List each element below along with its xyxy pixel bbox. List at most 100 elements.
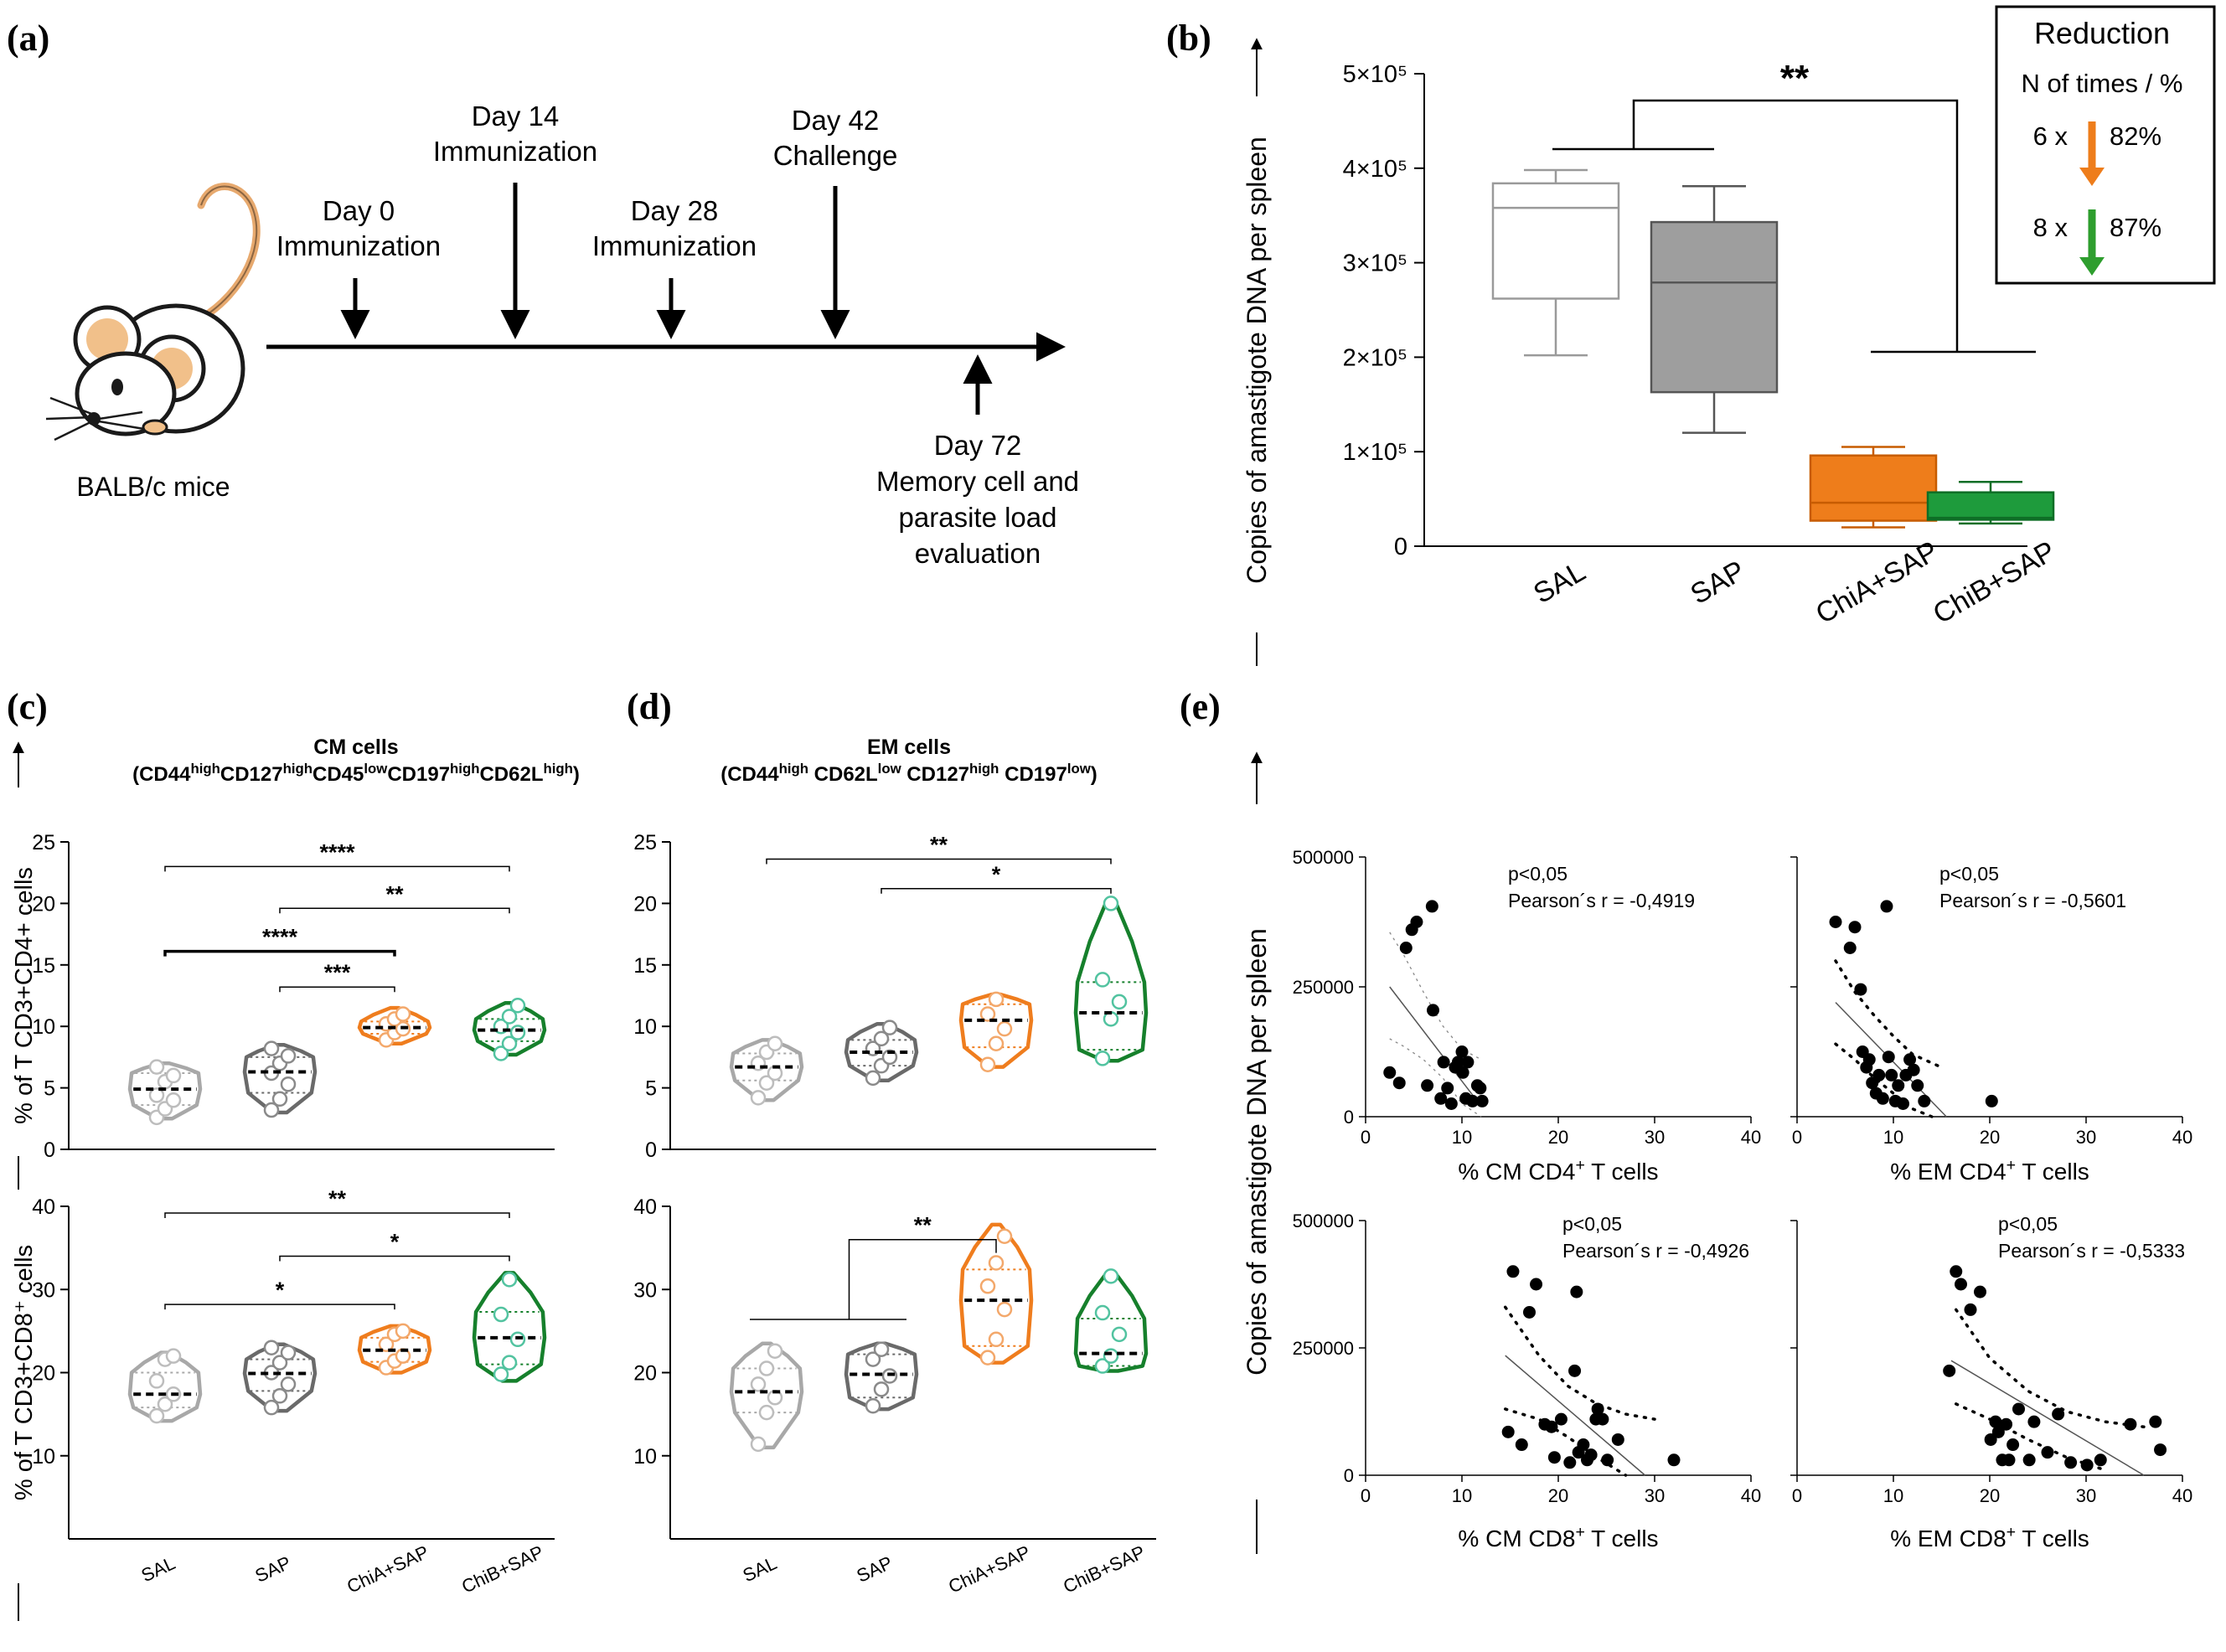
d-y-tick-label: 20	[633, 1362, 657, 1386]
superscript: high	[969, 761, 999, 777]
b-box-sal: SAL	[1491, 168, 1620, 610]
text-part: % EM CD4	[1890, 1159, 2006, 1185]
c-point	[271, 1355, 288, 1371]
d-y-tick-label: 10	[633, 1015, 657, 1039]
c-point	[501, 1035, 518, 1052]
d-point	[1103, 1268, 1119, 1284]
c-violin-sal	[127, 1059, 203, 1126]
c-point	[165, 1348, 182, 1364]
mouse-illustration	[45, 183, 261, 441]
e-point	[2000, 1417, 2013, 1431]
b-box	[1926, 491, 2055, 521]
e-point	[1943, 1364, 1956, 1377]
d-point	[865, 1397, 881, 1414]
d-point	[881, 1020, 898, 1035]
superscript: low	[364, 761, 388, 777]
c-sig-bracket	[163, 949, 396, 957]
e-point	[1596, 1412, 1609, 1426]
d-y-tick-label: 30	[633, 1278, 657, 1302]
event-label-day-42: Challenge	[773, 140, 898, 171]
b-ylabel: Copies of amastigote DNA per spleen	[1242, 137, 1272, 584]
c-sig-bracket	[279, 907, 510, 914]
panel-e-correlations: Copies of amastigote DNA per spleen 0 10 2…	[1242, 751, 2192, 1554]
c-point	[263, 1340, 280, 1355]
b-legend-arrowhead-2	[2079, 257, 2105, 276]
c-violin-sal	[127, 1348, 203, 1424]
text-part: CD62L	[808, 763, 878, 786]
d-title: EM cells	[867, 736, 951, 759]
e-point	[2006, 1438, 2020, 1452]
text-part: T cells	[2016, 1159, 2089, 1185]
d-point	[988, 1255, 1005, 1271]
e-point	[1523, 1305, 1536, 1319]
e-point	[1989, 1415, 2002, 1428]
e-fit-line	[1505, 1355, 1645, 1476]
text-part: T cells	[1585, 1526, 1659, 1551]
e-point	[1456, 1066, 1469, 1079]
c-sig-label: ***	[324, 960, 351, 985]
e-point	[1897, 1097, 1909, 1110]
b-legend-times-1: 6 x	[2033, 121, 2068, 151]
e-point	[1427, 1004, 1439, 1017]
e-point	[2149, 1415, 2162, 1428]
c-ylabel: % of T CD3+CD8⁺ cells	[11, 1245, 38, 1500]
c-violin-sap	[242, 1340, 318, 1416]
event-label-day-72-2: parasite load	[899, 502, 1057, 533]
e-x-tick-label: 10	[1883, 1127, 1903, 1148]
e-point	[1563, 1456, 1577, 1469]
b-box-chia-sap: ChiA+SAP	[1809, 446, 1944, 630]
e-r-text: Pearson´s r = -0,5601	[1939, 890, 2126, 911]
superscript: +	[1575, 1156, 1584, 1174]
e-x-tick-label: 30	[1645, 1127, 1665, 1148]
event-label-day-72-1: Memory cell and	[876, 466, 1079, 497]
e-point	[2080, 1458, 2094, 1472]
e-p-text: p<0,05	[1998, 1213, 2058, 1235]
superscript: +	[2006, 1523, 2016, 1541]
c-sig-bracket	[279, 986, 395, 993]
e-point	[1451, 1056, 1464, 1069]
event-day-0: Day 0	[323, 195, 395, 226]
text-part: T cells	[1585, 1159, 1659, 1185]
c-y-tick-label: 0	[44, 1138, 55, 1162]
e-point	[1964, 1303, 1977, 1316]
e-point	[1545, 1420, 1558, 1433]
c-point	[263, 1399, 280, 1416]
c-point	[165, 1092, 182, 1108]
e-x-tick-label: 40	[1741, 1127, 1761, 1148]
d-violin-sap	[844, 1341, 919, 1414]
e-point	[1570, 1285, 1583, 1298]
d-y-tick-label: 10	[633, 1445, 657, 1469]
e-point	[1475, 1094, 1489, 1107]
d-sig-label: **	[930, 833, 948, 858]
d-point	[758, 1404, 775, 1421]
b-y-tick-label: 1×10⁵	[1343, 439, 1407, 466]
panel-label-e: (e)	[1180, 686, 1221, 727]
superscript: +	[1575, 1523, 1584, 1541]
e-x-tick-label: 20	[1980, 1127, 2000, 1148]
c-y-tick-label: 10	[32, 1015, 55, 1039]
b-legend-title: Reduction	[2034, 16, 2170, 50]
b-category-label: SAL	[1528, 555, 1591, 610]
c-subtitle: (CD44highCD127highCD45lowCD197highCD62Lh…	[132, 761, 580, 787]
d-subtitle: (CD44high CD62Llow CD127high CD197low)	[720, 761, 1098, 787]
c-violin-chib-sap	[472, 997, 547, 1061]
e-point	[1568, 1364, 1582, 1377]
mouse-label: BALB/c mice	[76, 472, 230, 502]
e-r-text: Pearson´s r = -0,4926	[1562, 1240, 1749, 1262]
e-point	[1876, 1092, 1889, 1105]
event-label-day-14: Immunization	[433, 136, 597, 167]
e-point	[1554, 1412, 1567, 1426]
e-point	[1577, 1438, 1590, 1452]
e-xlabel: % CM CD8+ T cells	[1458, 1523, 1658, 1551]
b-significance: **	[1552, 58, 2036, 354]
superscript: high	[283, 761, 312, 777]
c-sig-label: *	[390, 1230, 400, 1255]
d-point	[1111, 994, 1128, 1010]
e-ci-upper-band	[1834, 959, 1944, 1069]
e-point	[1437, 1056, 1450, 1069]
d-violin-sal	[729, 1035, 804, 1106]
e-subplot-4: 0 10 20 30 40 p<0,05 Pearson´s r = -0,5333 % EM…	[1790, 1213, 2192, 1551]
e-point	[1455, 1045, 1469, 1058]
e-r-text: Pearson´s r = -0,5333	[1998, 1240, 2185, 1262]
